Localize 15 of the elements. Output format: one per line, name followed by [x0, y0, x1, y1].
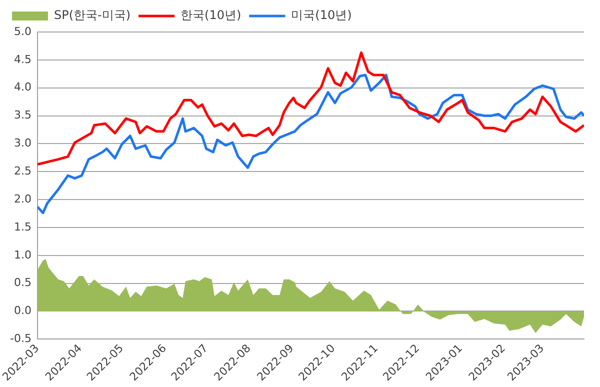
y-tick-label: 5.0 — [14, 24, 32, 38]
y-tick-label: 4.0 — [14, 80, 32, 94]
y-tick-label: 0.5 — [14, 276, 32, 290]
y-tick-label: 4.5 — [14, 52, 32, 66]
y-tick-label: -0.5 — [10, 332, 32, 346]
y-tick-label: 3.0 — [14, 136, 32, 150]
y-tick-label: 1.5 — [14, 220, 32, 234]
y-tick-label: 2.0 — [14, 192, 32, 206]
legend-label: 미국(10년) — [291, 8, 352, 22]
y-tick-label: 3.5 — [14, 108, 32, 122]
legend-label: 한국(10년) — [180, 8, 242, 22]
y-tick-label: 1.0 — [14, 248, 32, 262]
legend-label: SP(한국-미국) — [54, 8, 131, 22]
y-tick-label: 2.5 — [14, 164, 32, 178]
y-tick-label: 0.0 — [14, 304, 32, 318]
